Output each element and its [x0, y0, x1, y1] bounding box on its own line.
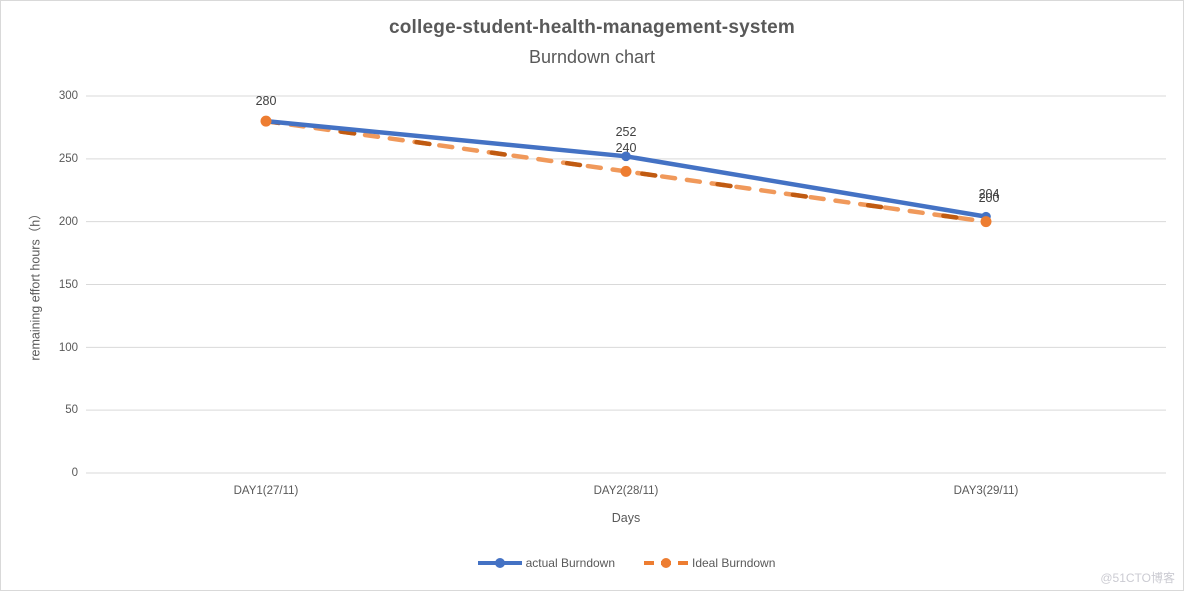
- chart-title: college-student-health-management-system: [388, 17, 796, 38]
- data-label-ideal-day3: 200: [978, 191, 1000, 205]
- y-tick-100: 100: [58, 342, 78, 354]
- chart-subtitle: Burndown chart: [528, 47, 656, 67]
- y-tick-0: 0: [71, 467, 78, 479]
- y-tick-300: 300: [58, 90, 78, 102]
- data-label-actual-day3: 204: [978, 187, 1000, 201]
- data-label-actual-day1: 280: [255, 94, 277, 108]
- legend: actual Burndown Ideal Burndown: [86, 556, 1166, 570]
- legend-label-actual: actual Burndown: [525, 556, 615, 570]
- x-tick-day2: DAY2(28/11): [593, 485, 659, 497]
- y-tick-200: 200: [58, 216, 78, 228]
- y-tick-250: 250: [58, 153, 78, 165]
- legend-item-ideal: Ideal Burndown: [643, 556, 775, 570]
- x-tick-day3: DAY3(29/11): [953, 485, 1019, 497]
- x-axis-title: Days: [611, 511, 641, 525]
- legend-swatch-actual-line-icon: [477, 558, 522, 568]
- data-label-actual-day2: 252: [615, 125, 637, 139]
- legend-swatch-ideal-line-icon: [644, 558, 688, 568]
- data-label-ideal-day2: 240: [615, 141, 637, 155]
- legend-label-ideal: Ideal Burndown: [692, 556, 776, 570]
- y-tick-50: 50: [65, 404, 78, 416]
- watermark: @51CTO博客: [1100, 571, 1175, 585]
- legend-item-actual: actual Burndown: [477, 556, 615, 570]
- x-tick-day1: DAY1(27/11): [233, 485, 299, 497]
- y-tick-150: 150: [58, 279, 78, 291]
